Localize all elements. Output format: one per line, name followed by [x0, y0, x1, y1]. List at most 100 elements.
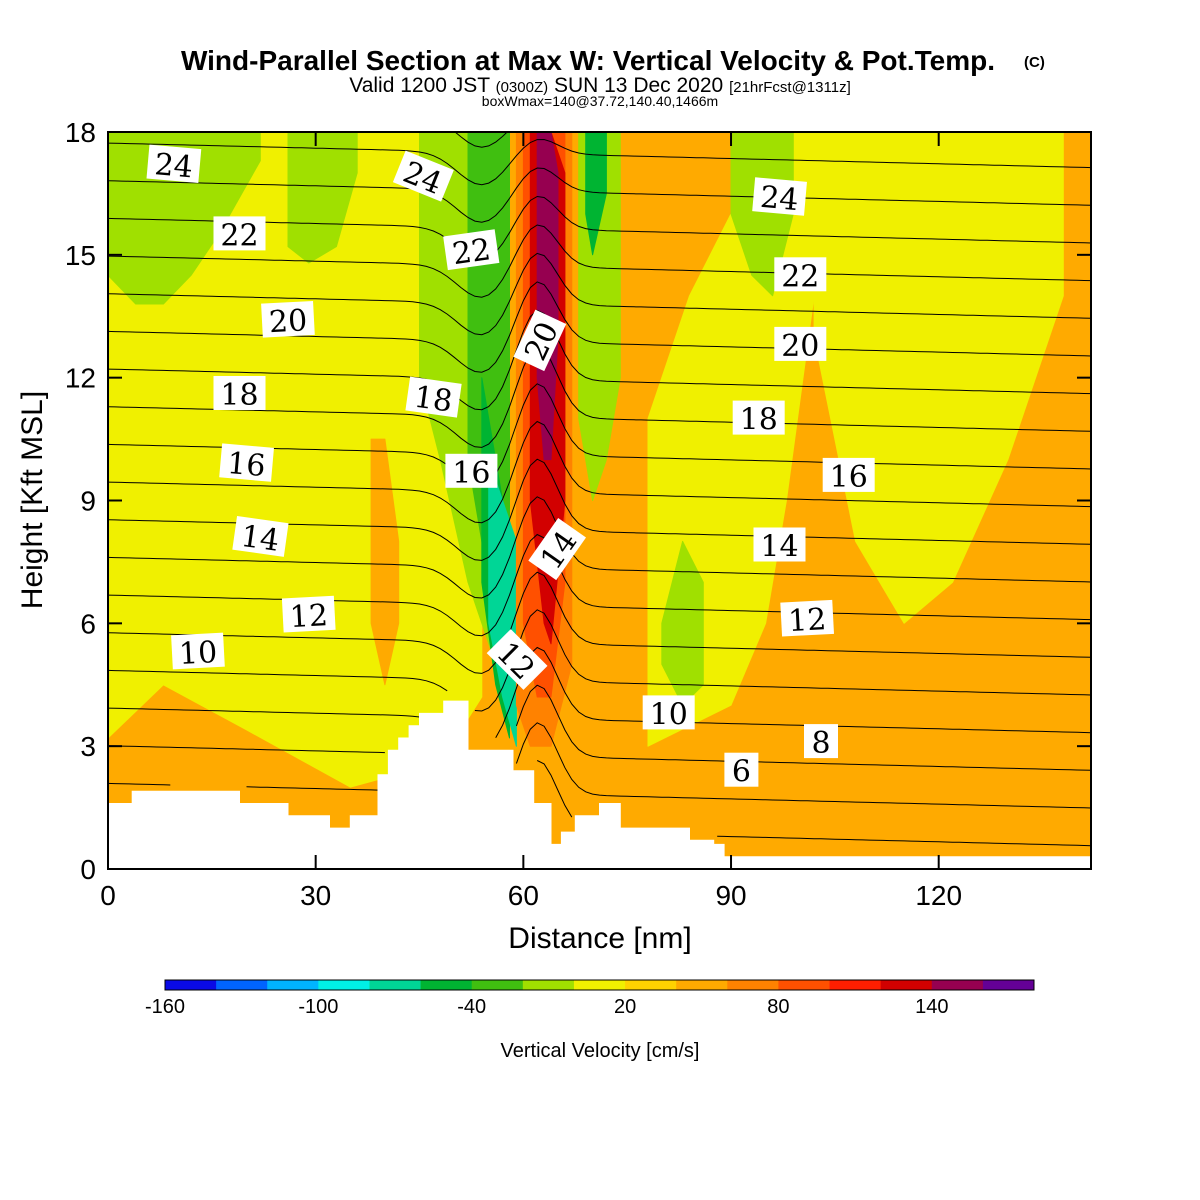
contour-label-box: [171, 632, 225, 670]
x-tick-label: 30: [300, 880, 331, 911]
colorbar-tick-label: 80: [767, 996, 789, 1018]
contour-label: 22: [213, 216, 266, 253]
contour-label-box: [443, 229, 500, 271]
contour-label-text: 14: [760, 530, 798, 565]
chart-title: Wind-Parallel Section at Max W: Vertical…: [181, 45, 995, 76]
colorbar-bin: [931, 980, 984, 990]
contour-label-box: [822, 457, 875, 492]
x-tick-label: 90: [715, 880, 746, 911]
vv-region: [370, 438, 400, 686]
theta-contour-17: [108, 309, 1091, 411]
contour-label-text: 12: [289, 598, 329, 635]
contour-label-text: 8: [811, 726, 830, 761]
contour-label-text: 22: [781, 259, 819, 294]
theta-contour-5: [536, 760, 1091, 847]
theta-contour-19: [108, 252, 1091, 336]
x-tick-label: 0: [100, 880, 116, 911]
contour-label: 24: [146, 144, 202, 185]
contour-label-box: [724, 752, 759, 787]
contour-label-box: [774, 257, 827, 292]
subtitle-date: SUN 13 Dec 2020: [554, 74, 723, 97]
contour-label-text: 12: [787, 602, 827, 639]
contour-label: 20: [774, 326, 827, 364]
colorbar-bin: [471, 980, 524, 990]
colorbar-bin: [420, 980, 473, 990]
contour-label: 20: [261, 300, 315, 340]
theta-contour-10: [108, 571, 1091, 674]
colorbar-bin: [778, 980, 831, 990]
contour-label: 24: [752, 177, 807, 218]
contour-label-box: [780, 599, 835, 637]
contour-label: 22: [774, 257, 827, 294]
contour-label-text: 16: [452, 456, 490, 491]
contour-label-box: [445, 453, 498, 488]
y-tick-label: 6: [80, 608, 96, 639]
contour-label-box: [753, 527, 806, 562]
theta-contour-8: [108, 646, 1091, 739]
contour-label: 12: [780, 599, 835, 639]
contour-label-box: [261, 300, 315, 338]
colorbar-tick-label: 20: [614, 996, 636, 1018]
contour-label: 18: [213, 376, 266, 413]
contour-label-text: 22: [220, 218, 258, 253]
contour-label: 16: [219, 443, 274, 484]
y-tick-label: 15: [65, 240, 96, 271]
subtitle-utc: (0300Z): [496, 79, 549, 96]
copyright-mark: (C): [1024, 54, 1045, 71]
colorbar-bin: [880, 980, 933, 990]
colorbar-label: Vertical Velocity [cm/s]: [501, 1040, 700, 1062]
x-tick-label: 60: [508, 880, 539, 911]
contour-label-box: [219, 443, 274, 482]
vv-region: [287, 132, 358, 264]
contour-label: 8: [804, 724, 838, 761]
theta-contour-6: [108, 722, 1091, 809]
contour-label-text: 18: [412, 380, 455, 420]
colorbar-bin: [625, 980, 677, 990]
colorbar-frame: [164, 979, 1035, 991]
theta-contour-9: [108, 609, 1091, 712]
y-axis-label: Height [Kft MSL]: [16, 391, 49, 609]
theta-contour-7: [108, 684, 1091, 771]
y-tick-label: 3: [80, 731, 96, 762]
contour-label-text: 18: [740, 403, 778, 438]
colorbar-bin: [369, 980, 422, 990]
theta-contour-23: [108, 138, 1091, 186]
theta-contour-11: [108, 533, 1091, 637]
theta-contour-12: [108, 496, 1091, 599]
contour-label-box: [642, 695, 695, 730]
y-tick-label: 9: [80, 486, 96, 517]
contour-label: 6: [724, 752, 759, 790]
x-tick-label: 120: [915, 880, 962, 911]
contour-label: 10: [171, 632, 225, 672]
contour-label: 14: [753, 527, 806, 565]
theta-contour-16: [108, 345, 1091, 448]
contour-label-text: 24: [153, 147, 194, 185]
contour-label-box: [213, 216, 266, 251]
contour-label: 16: [822, 457, 875, 495]
axes: 0 30 60 90 120 0 3 6 9 12 15 18: [65, 117, 1092, 911]
contour-label: 18: [732, 400, 785, 438]
contour-label-text: 22: [450, 232, 493, 272]
vv-region: [108, 132, 261, 305]
contour-label-box: [752, 177, 807, 216]
contour-label-text: 20: [781, 329, 819, 364]
contour-label: 12: [281, 595, 336, 635]
subtitle-forecast: [21hrFcst@1311z]: [729, 79, 851, 96]
contour-label: 14: [232, 515, 289, 559]
contour-label-box: [405, 376, 462, 418]
contour-label-box: [804, 724, 838, 759]
contour-label-text: 14: [239, 519, 282, 559]
colorbar-bin: [522, 980, 575, 990]
subtitle-valid: Valid 1200 JST: [349, 74, 490, 97]
contour-label: 22: [443, 229, 500, 272]
box-max-note: boxWmax=140@37.72,140.40,1466m: [482, 93, 718, 109]
contour-label: 10: [642, 695, 695, 732]
y-tick-label: 0: [80, 854, 96, 885]
theta-contour-22: [108, 167, 1091, 223]
chart-subtitle: Valid 1200 JST (0300Z) SUN 13 Dec 2020 […: [349, 74, 850, 97]
colorbar-bin: [267, 980, 319, 990]
contour-label: 16: [445, 453, 498, 491]
contour-label-text: 16: [226, 446, 267, 484]
colorbar-tick-label: -40: [457, 996, 486, 1018]
